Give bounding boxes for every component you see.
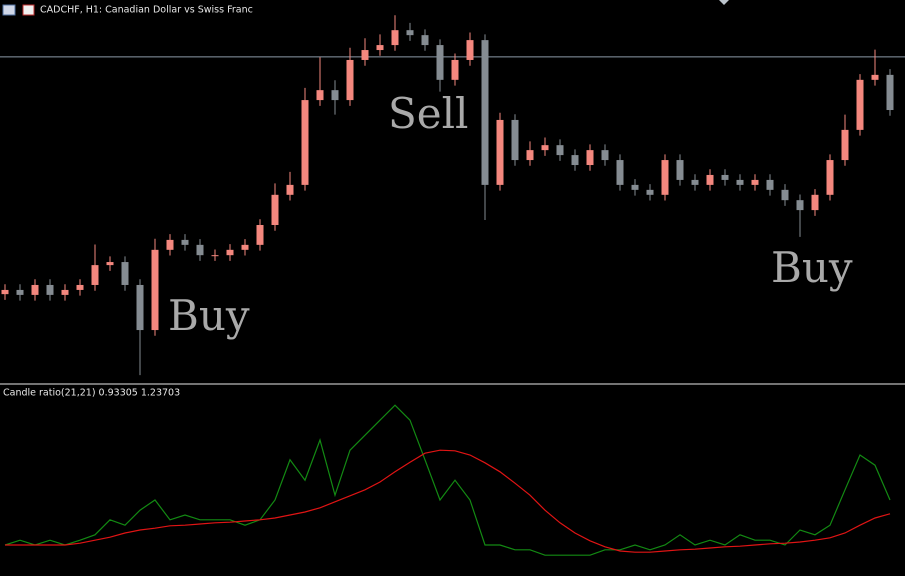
candle-body [541,145,549,151]
candle-body [16,289,24,295]
candle-body [211,255,219,257]
candle-body [346,59,354,101]
candle-body [571,155,579,166]
candle-body [796,200,804,211]
candle-body [331,90,339,101]
candle-body [751,179,759,185]
signal-label: Buy [168,291,250,340]
candle-body [496,119,504,185]
candle-body [691,179,699,185]
candle-body [706,174,714,185]
candle-body [151,249,159,331]
signal-label: Buy [771,243,853,292]
candle-body [511,119,519,161]
candle-body [871,74,879,80]
candle-body [391,30,399,46]
indicator-line [4,404,891,556]
candle-body [61,289,69,295]
candle-body [721,174,729,180]
candle-body [826,160,834,195]
candle-body [646,189,654,195]
candle-body [136,284,144,331]
chart-icon[interactable] [22,4,35,16]
shift-marker[interactable] [719,0,729,5]
candle-body [451,59,459,80]
candle-body [46,284,54,295]
candle-body [556,145,564,156]
signal-label: Sell [388,89,469,138]
candle-body [166,239,174,250]
candle-body [286,184,294,195]
candle-body [676,160,684,180]
candle-body [811,194,819,211]
candle-body [781,189,789,201]
candle-body [76,284,84,290]
indicator-line [5,449,891,553]
candle-body [1,289,9,295]
chart-title: CADCHF, H1: Canadian Dollar vs Swiss Fra… [40,5,253,16]
candle-body [886,74,894,111]
candle-body [616,160,624,185]
candle-body [466,40,474,60]
candle-body [226,249,234,256]
candle-body [376,45,384,51]
candle-body [661,160,669,195]
candle-body [316,90,324,101]
candle-body [256,224,264,245]
candle-body [301,100,309,185]
candle-body [121,262,129,285]
candle-body [91,265,99,285]
candle-body [481,40,489,185]
candle-body [436,45,444,80]
candle-body [586,150,594,166]
candle-body [271,194,279,225]
candle-body [526,150,534,161]
candle-body [766,179,774,190]
candle-body [856,79,864,130]
candle-body [181,239,189,245]
candle-body [31,284,39,295]
indicator-title: Candle ratio(21,21) 0.93305 1.23703 [3,388,180,399]
candle-body [241,244,249,250]
candle-body [736,179,744,185]
candle-body [601,150,609,161]
candle-body [421,35,429,46]
candle-body [361,50,369,60]
candle-body [631,184,639,190]
candle-body [841,129,849,161]
candle-body [196,244,204,256]
candle-body [406,30,414,36]
menu-icon[interactable] [2,4,16,16]
candle-body [106,262,114,266]
